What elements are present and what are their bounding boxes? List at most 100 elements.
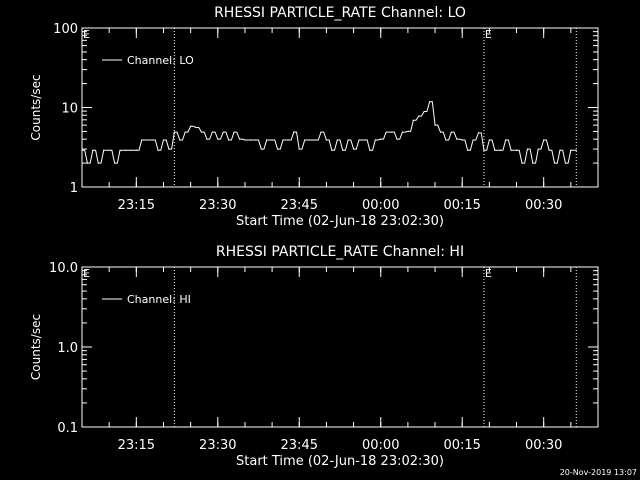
lo-channel-panel: RHESSI PARTICLE_RATE Channel: LO Counts/s… [29,5,599,229]
data-point [184,131,186,133]
data-point [249,139,251,141]
chart-title: RHESSI PARTICLE_RATE Channel: HI [216,244,464,260]
data-point [543,139,545,141]
corner-label: E [83,267,90,280]
data-point [113,162,116,164]
x-tick-label: 23:45 [281,198,318,213]
data-point [314,139,317,141]
data-point [407,130,409,133]
plot-frame [81,266,599,428]
x-tick-label: 23:45 [281,438,318,453]
data-point [363,139,366,141]
data-point [152,139,154,141]
data-point [472,139,474,141]
y-tick-label: 10 [61,102,78,117]
data-point [81,149,83,151]
data-point [217,138,219,140]
corner-label: E [83,28,90,41]
legend-label: Channel: HI [127,293,191,306]
data-point [352,148,355,150]
footer-timestamp: 20-Nov-2019 13:07 [560,468,637,477]
data-point [135,149,137,151]
x-tick-label: 00:30 [525,438,562,453]
data-point [130,149,132,151]
legend-label: Channel: LO [127,54,194,67]
x-tick-label: 00:15 [443,438,480,453]
x-tick-label: 00:30 [525,198,562,213]
data-point [499,149,501,151]
data-point [195,126,197,129]
data-point [521,162,523,164]
data-point [429,101,431,103]
data-point [157,149,159,151]
event-marker-label: E [485,267,492,280]
y-axis-label: Counts/sec [29,314,43,380]
data-point [141,139,143,141]
data-point [108,149,110,151]
data-point [570,149,572,151]
y-axis-label: Counts/sec [29,74,43,140]
event-marker-label: E [485,28,492,41]
data-point [564,162,567,164]
data-point [380,138,382,140]
data-point [445,139,447,141]
data-point [553,162,556,164]
data-point [477,132,480,134]
data-point [92,149,94,151]
data-point [401,131,404,133]
data-point [488,139,490,141]
y-tick-label: 100 [53,22,78,37]
plot-frame [81,27,599,188]
data-point [526,148,528,150]
data-point [515,149,518,151]
data-point [423,110,425,113]
series-line-channel-lo [82,101,577,164]
data-point [293,131,295,133]
data-point [162,139,165,141]
data-point [282,139,284,141]
data-point [168,148,170,150]
data-point [467,149,469,151]
data-point [331,149,333,151]
data-point [369,149,371,151]
data-point [211,131,213,133]
data-point [537,148,539,150]
data-point [206,138,208,140]
data-point [228,139,230,141]
data-point [276,148,279,150]
data-point [260,148,262,150]
data-point [385,131,387,133]
x-axis-label: Start Time (02-Jun-18 23:02:30) [236,454,444,469]
x-axis-label: Start Time (02-Jun-18 23:02:30) [236,214,444,229]
data-point [97,162,99,164]
data-point [271,139,273,141]
x-tick-label: 00:00 [362,198,399,213]
data-point [559,149,561,151]
y-tick-label: 0.1 [57,421,78,436]
data-point [298,148,300,150]
data-point [222,131,224,133]
y-tick-label: 10.0 [49,261,78,276]
data-point [103,149,105,151]
data-point [439,131,442,133]
x-tick-label: 23:15 [118,438,155,453]
data-point [190,125,192,127]
data-point [200,131,203,133]
data-point [575,149,577,151]
data-point [412,119,414,121]
data-point [304,139,306,141]
data-point [548,149,550,151]
data-point [255,139,257,141]
data-point [179,139,181,141]
data-point [266,139,268,141]
data-point [510,149,512,151]
data-point [238,138,241,140]
data-point [325,139,328,141]
x-tick-label: 23:30 [199,438,236,453]
data-point [456,138,458,140]
data-point [119,149,121,151]
data-point [418,115,420,117]
data-point [450,131,452,133]
data-point [287,139,289,141]
